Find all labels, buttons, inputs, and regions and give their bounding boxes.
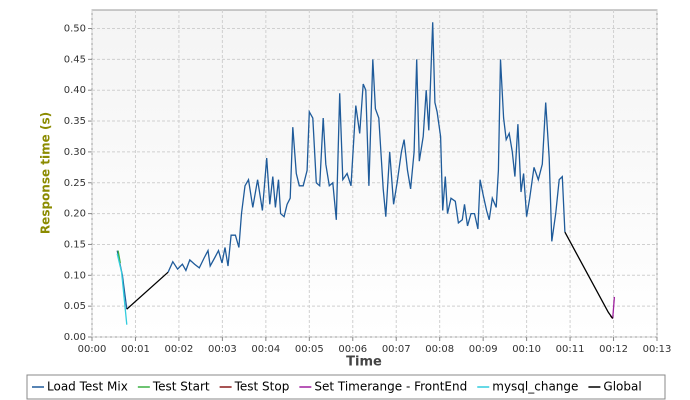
x-tick-label: 00:05 xyxy=(295,344,324,355)
x-tick-label: 00:08 xyxy=(425,344,454,355)
y-axis-label: Response time (s) xyxy=(39,112,53,234)
x-tick-label: 00:04 xyxy=(251,344,280,355)
x-tick-label: 00:07 xyxy=(382,344,411,355)
y-tick-label: 0.15 xyxy=(64,239,86,250)
x-tick-label: 00:00 xyxy=(78,344,107,355)
legend-label: Test Start xyxy=(152,380,210,394)
y-tick-label: 0.25 xyxy=(64,178,86,189)
plot-area xyxy=(91,9,658,338)
y-tick-label: 0.30 xyxy=(64,147,86,158)
legend xyxy=(26,374,666,400)
y-tick-label: 0.45 xyxy=(64,54,86,65)
x-tick-label: 00:03 xyxy=(208,344,237,355)
y-tick-label: 0.20 xyxy=(64,209,86,220)
x-axis-label: Time xyxy=(346,355,382,370)
x-tick-label: 00:12 xyxy=(599,344,628,355)
legend-label: Load Test Mix xyxy=(47,380,128,394)
x-tick-label: 00:06 xyxy=(338,344,367,355)
series-line xyxy=(126,231,614,319)
series-line xyxy=(116,253,128,325)
legend-label: mysql_change xyxy=(492,380,578,394)
x-tick-label: 00:10 xyxy=(512,344,541,355)
y-tick-label: 0.05 xyxy=(64,301,86,312)
legend-label: Global xyxy=(603,380,641,394)
y-tick-label: 0.10 xyxy=(64,270,86,281)
legend-label: Test Stop xyxy=(234,380,290,394)
series-line xyxy=(117,250,121,264)
x-tick-label: 00:02 xyxy=(165,344,194,355)
y-tick-label: 0.35 xyxy=(64,116,86,127)
x-tick-label: 00:13 xyxy=(643,344,672,355)
y-tick-label: 0.50 xyxy=(64,24,86,35)
x-tick-label: 00:09 xyxy=(469,344,498,355)
y-tick-label: 0.00 xyxy=(64,332,86,343)
legend-label: Set Timerange - FrontEnd xyxy=(314,380,467,394)
x-tick-label: 00:11 xyxy=(556,344,585,355)
y-tick-label: 0.40 xyxy=(64,85,86,96)
series-line xyxy=(612,296,616,319)
x-tick-label: 00:01 xyxy=(121,344,150,355)
